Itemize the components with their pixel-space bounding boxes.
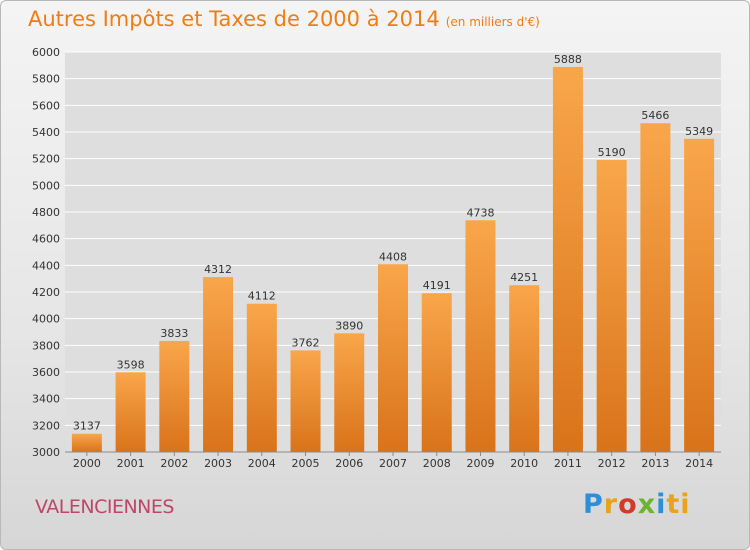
- bar-2007: [378, 264, 408, 452]
- y-tick-label: 4200: [32, 286, 60, 299]
- bar-2012: [596, 160, 627, 452]
- y-tick-label: 5800: [32, 73, 60, 86]
- y-tick-label: 6000: [32, 46, 60, 59]
- data-label-2002: 3833: [160, 327, 188, 340]
- y-tick-label: 5400: [32, 126, 60, 139]
- x-tick-label-2008: 2008: [423, 457, 451, 470]
- x-tick-label-2011: 2011: [554, 457, 582, 470]
- x-tick-label-2014: 2014: [685, 457, 713, 470]
- chart-title: Autres Impôts et Taxes de 2000 à 2014 (en…: [28, 7, 540, 31]
- x-tick-label-2006: 2006: [335, 457, 363, 470]
- y-tick-label: 3400: [32, 393, 60, 406]
- bar-2009: [465, 220, 496, 452]
- x-tick-label-2007: 2007: [379, 457, 407, 470]
- y-tick-label: 5200: [32, 153, 60, 166]
- chart-subtitle: (en milliers d'€): [445, 15, 540, 29]
- bar-2000: [71, 433, 102, 452]
- data-label-2013: 5466: [641, 109, 669, 122]
- bar-2008: [421, 293, 452, 452]
- chart-title-text: Autres Impôts et Taxes de 2000 à 2014: [28, 7, 440, 31]
- bar-2005: [290, 350, 321, 452]
- bar-2006: [334, 333, 365, 452]
- bar-2003: [203, 277, 234, 452]
- x-tick-label-2001: 2001: [117, 457, 145, 470]
- x-tick-label-2003: 2003: [204, 457, 232, 470]
- bar-2014: [684, 138, 715, 453]
- y-tick-label: 5000: [32, 179, 60, 192]
- data-label-2010: 4251: [510, 271, 538, 284]
- y-tick-label: 3200: [32, 419, 60, 432]
- y-tick-label: 4600: [32, 233, 60, 246]
- y-tick-label: 3600: [32, 366, 60, 379]
- bar-2011: [552, 66, 583, 452]
- data-labels: 3137 3598 3833 4312 4112 3762 3890 4408 4191 4738…: [73, 53, 713, 433]
- y-tick-label: 5600: [32, 99, 60, 112]
- y-tick-label: 3000: [32, 446, 60, 459]
- bar-2001: [115, 372, 146, 452]
- data-label-2005: 3762: [292, 336, 320, 349]
- proxiti-logo[interactable]: Proxiti: [583, 489, 691, 520]
- x-tick-label-2005: 2005: [292, 457, 320, 470]
- y-tick-label: 3800: [32, 339, 60, 352]
- y-tick-label: 4400: [32, 259, 60, 272]
- x-tick-label-2012: 2012: [598, 457, 626, 470]
- data-label-2008: 4191: [423, 279, 451, 292]
- data-label-2001: 3598: [117, 358, 145, 371]
- bar-2002: [159, 340, 190, 452]
- bar-2010: [509, 285, 540, 452]
- data-label-2000: 3137: [73, 420, 101, 433]
- x-tick-label-2002: 2002: [160, 457, 188, 470]
- city-name: VALENCIENNES: [35, 496, 174, 518]
- data-label-2014: 5349: [685, 125, 713, 138]
- data-label-2003: 4312: [204, 263, 232, 276]
- x-tick-label-2004: 2004: [248, 457, 276, 470]
- data-label-2011: 5888: [554, 53, 582, 66]
- bars: [71, 66, 715, 453]
- x-tick-label-2013: 2013: [641, 457, 669, 470]
- data-label-2006: 3890: [335, 319, 363, 332]
- x-tick-label-2010: 2010: [510, 457, 538, 470]
- x-tick-label-2009: 2009: [466, 457, 494, 470]
- y-axis-tick-labels: 3000 3200 3400 3600 3800 4000 4200 4400 4600 4800…: [32, 46, 60, 459]
- data-label-2007: 4408: [379, 250, 407, 263]
- bar-2004: [246, 303, 277, 452]
- data-label-2009: 4738: [466, 206, 494, 219]
- data-label-2004: 4112: [248, 290, 276, 303]
- y-tick-label: 4800: [32, 206, 60, 219]
- y-tick-label: 4000: [32, 313, 60, 326]
- x-tick-label-2000: 2000: [73, 457, 101, 470]
- data-label-2012: 5190: [598, 146, 626, 159]
- bar-2013: [640, 123, 671, 452]
- x-axis-tick-labels: 2000 2001 2002 2003 2004 2005 2006 2007 2008 2009…: [73, 452, 713, 470]
